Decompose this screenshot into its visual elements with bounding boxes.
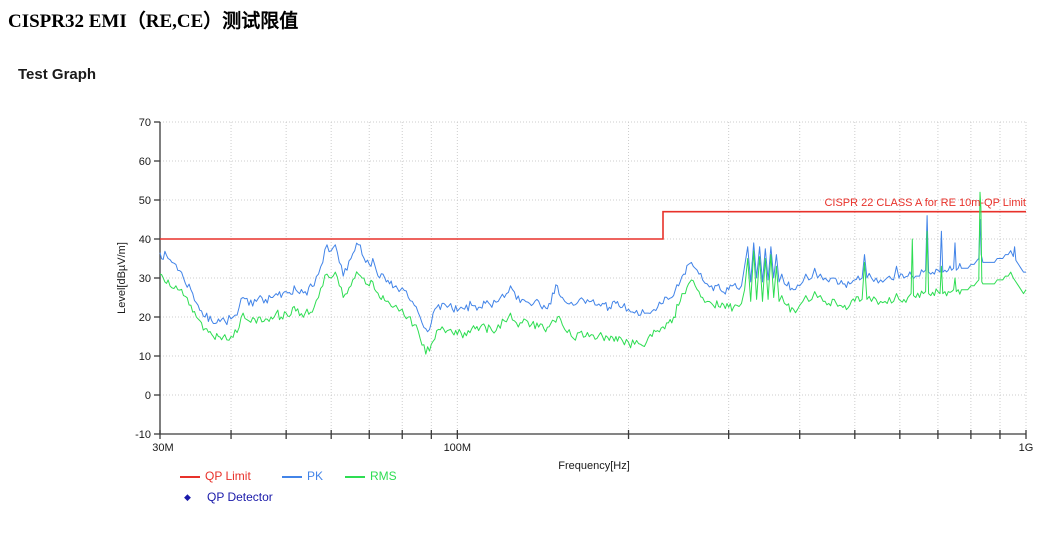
page-title: CISPR32 EMI（RE,CE）测试限值 xyxy=(8,11,299,32)
qp-limit-line-swatch xyxy=(180,476,200,478)
qp-limit-line xyxy=(160,210,1026,240)
pk-line-swatch xyxy=(282,476,302,478)
y-tick-label: 70 xyxy=(139,117,151,129)
x-axis-label: Frequency[Hz] xyxy=(558,460,630,472)
pk-trace xyxy=(159,215,1026,333)
y-tick-label: 20 xyxy=(139,312,151,324)
x-tick-label: 30M xyxy=(152,442,173,454)
y-tick-label: 30 xyxy=(139,273,151,285)
legend-label-rms: RMS xyxy=(370,469,397,483)
legend-label-qp-limit: QP Limit xyxy=(205,469,251,483)
graph-section-title: Test Graph xyxy=(18,66,97,83)
legend-label-pk: PK xyxy=(307,469,324,483)
y-tick-label: -10 xyxy=(135,429,151,441)
y-tick-label: 60 xyxy=(139,156,151,168)
y-tick-label: 40 xyxy=(139,234,151,246)
y-tick-label: 10 xyxy=(139,351,151,363)
x-tick-label: 1G xyxy=(1019,442,1034,454)
y-tick-label: 50 xyxy=(139,195,151,207)
y-axis-label: Level[dBµV/m] xyxy=(116,242,128,314)
y-tick-label: 0 xyxy=(145,390,151,402)
rms-trace xyxy=(159,191,1027,355)
legend-label-qp-detector: QP Detector xyxy=(207,490,273,504)
x-tick-label: 100M xyxy=(444,442,472,454)
limit-annotation: CISPR 22 CLASS A for RE 10m-QP Limit xyxy=(824,197,1026,209)
qp-detector-diamond-icon: ◆ xyxy=(184,492,191,502)
rms-line-swatch xyxy=(345,476,365,478)
